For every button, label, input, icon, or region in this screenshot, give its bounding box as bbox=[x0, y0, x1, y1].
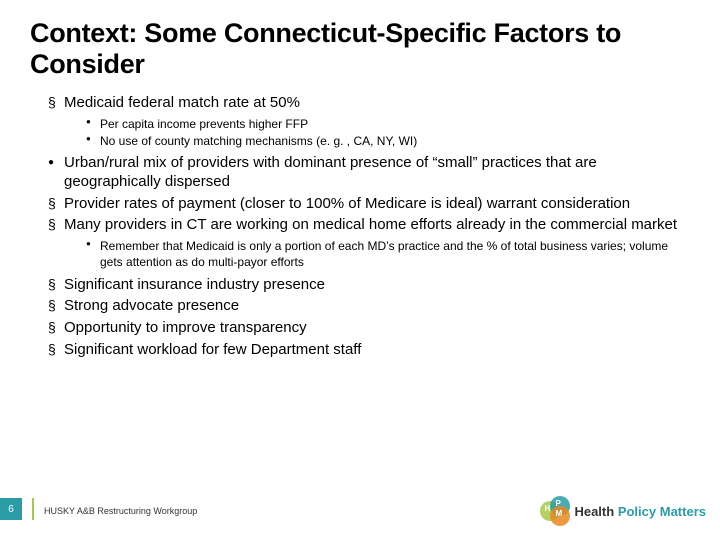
footer-text: HUSKY A&B Restructuring Workgroup bbox=[44, 506, 197, 516]
slide: Context: Some Connecticut-Specific Facto… bbox=[0, 0, 720, 540]
bullet-item: Strong advocate presence bbox=[48, 297, 690, 316]
bullet-list: Medicaid federal match rate at 50% Per c… bbox=[30, 94, 690, 360]
logo-text: Health Policy Matters bbox=[574, 504, 706, 519]
sub-bullet: Per capita income prevents higher FFP bbox=[86, 116, 690, 132]
bullet-item: Opportunity to improve transparency bbox=[48, 319, 690, 338]
bullet-item: Significant workload for few Department … bbox=[48, 341, 690, 360]
sub-list: Per capita income prevents higher FFP No… bbox=[64, 116, 690, 149]
logo-word: Health bbox=[574, 504, 617, 519]
bullet-item: Significant insurance industry presence bbox=[48, 276, 690, 295]
bullet-text: Medicaid federal match rate at 50% bbox=[64, 94, 300, 111]
bullet-item: Medicaid federal match rate at 50% Per c… bbox=[48, 94, 690, 149]
brand-logo: H P M Health Policy Matters bbox=[540, 494, 706, 528]
page-number-badge: 6 bbox=[0, 498, 22, 520]
bullet-text: Many providers in CT are working on medi… bbox=[64, 216, 677, 233]
logo-word: Policy bbox=[618, 504, 660, 519]
bullet-item: Provider rates of payment (closer to 100… bbox=[48, 195, 690, 214]
slide-title: Context: Some Connecticut-Specific Facto… bbox=[30, 18, 690, 80]
bullet-item: Many providers in CT are working on medi… bbox=[48, 216, 690, 270]
bullet-item: Urban/rural mix of providers with domina… bbox=[48, 154, 690, 192]
page-number: 6 bbox=[8, 504, 14, 515]
sub-bullet: Remember that Medicaid is only a portion… bbox=[86, 238, 690, 270]
sub-list: Remember that Medicaid is only a portion… bbox=[64, 238, 690, 270]
sub-bullet: No use of county matching mechanisms (e.… bbox=[86, 133, 690, 149]
logo-word: Matters bbox=[660, 504, 706, 519]
footer: 6 HUSKY A&B Restructuring Workgroup H P … bbox=[0, 498, 720, 540]
logo-badge-icon: H P M bbox=[540, 496, 570, 526]
footer-separator bbox=[32, 498, 34, 520]
